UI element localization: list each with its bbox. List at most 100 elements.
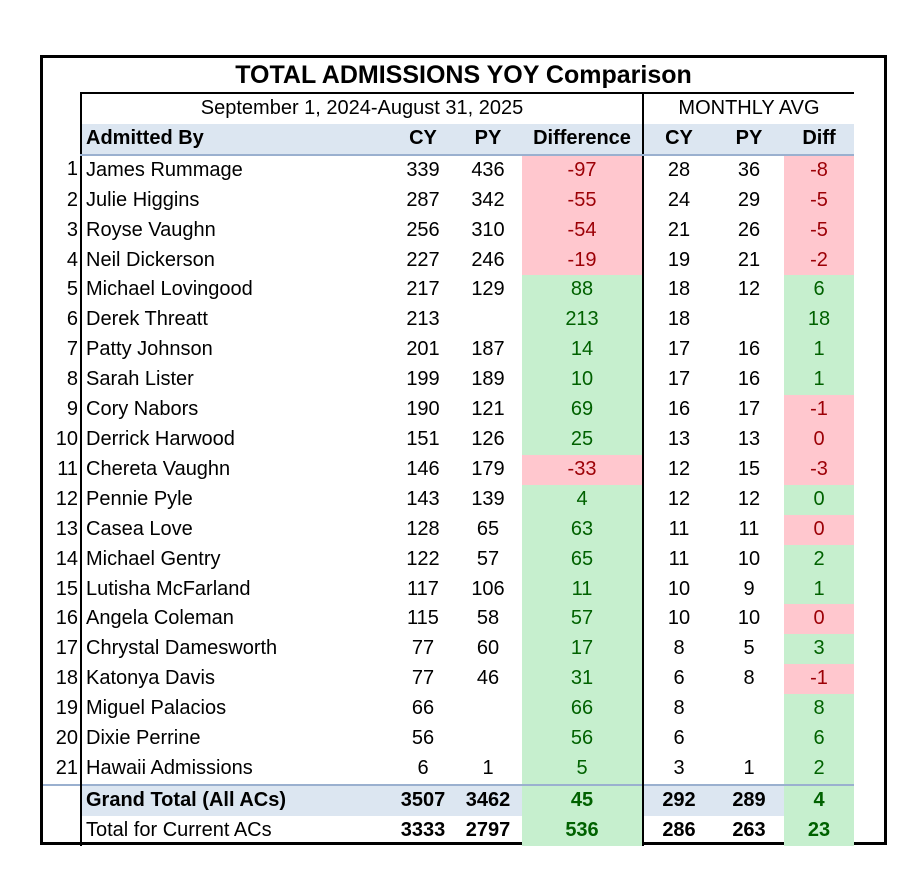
monthly-diff-value: 1 (784, 574, 854, 605)
monthly-py-value: 1 (743, 756, 755, 779)
monthly-diff-value: 0 (784, 484, 854, 515)
report-frame (40, 55, 887, 845)
py-value: 46 (476, 667, 500, 690)
monthly-py-value: 10 (737, 547, 761, 570)
table-row: 2 Julie Higgins 287 342 -55 24 29 -5 (43, 185, 854, 216)
table-row: 21 Hawaii Admissions 6 1 5 3 1 2 (43, 753, 854, 785)
admissions-table: September 1, 2024-August 31, 2025 MONTHL… (43, 92, 854, 846)
difference-value: -97 (522, 154, 643, 186)
monthly-py-value: 13 (737, 427, 761, 450)
header-monthly-py: PY (714, 123, 784, 156)
monthly-py-value (714, 305, 784, 335)
py-value: 58 (476, 607, 500, 630)
table-row: 12 Pennie Pyle 143 139 4 12 12 0 (43, 484, 854, 515)
difference-value: 213 (522, 305, 643, 336)
admitted-by-name: Hawaii Admissions (80, 753, 392, 785)
monthly-cy-value: 6 (642, 724, 714, 754)
monthly-py-value: 8 (743, 667, 755, 690)
monthly-diff-value: 0 (784, 514, 854, 545)
table-row: 3 Royse Vaughn 256 310 -54 21 26 -5 (43, 215, 854, 246)
current-total-cy: 3333 (400, 818, 446, 841)
monthly-cy-value: 6 (642, 664, 714, 695)
cy-value: 213 (406, 308, 440, 331)
py-value: 187 (471, 338, 505, 361)
row-number-empty (43, 816, 81, 846)
row-number: 10 (55, 427, 78, 450)
grand-total-label: Grand Total (All ACs) (80, 784, 392, 816)
monthly-py-value (714, 694, 784, 724)
monthly-py-value: 16 (737, 338, 761, 361)
monthly-py-value: 17 (737, 398, 761, 421)
row-number: 17 (55, 637, 78, 660)
row-number: 7 (66, 338, 78, 361)
monthly-diff-value: 1 (784, 365, 854, 396)
admitted-by-name: Dixie Perrine (80, 724, 392, 754)
monthly-cy-value: 11 (642, 514, 714, 545)
table-row: 13 Casea Love 128 65 63 11 11 0 (43, 514, 854, 545)
row-number: 15 (55, 577, 78, 600)
monthly-cy-value: 10 (642, 604, 714, 635)
monthly-cy-value: 3 (642, 753, 714, 785)
admitted-by-name: Pennie Pyle (80, 484, 392, 515)
row-number: 20 (55, 727, 78, 750)
admitted-by-name: Royse Vaughn (80, 215, 392, 246)
header-row: Admitted By CY PY Difference CY PY Diff (43, 123, 854, 156)
py-value: 139 (471, 487, 505, 510)
row-number: 8 (66, 368, 78, 391)
row-number: 14 (55, 547, 78, 570)
monthly-diff-value: 2 (784, 753, 854, 785)
difference-value: 31 (522, 664, 643, 695)
py-value (454, 694, 522, 724)
py-value: 246 (471, 248, 505, 271)
py-value: 65 (476, 517, 500, 540)
cy-value: 143 (406, 487, 440, 510)
difference-value: 57 (522, 604, 643, 635)
cy-value: 115 (407, 607, 439, 630)
monthly-cy-value: 18 (642, 305, 714, 336)
py-value (454, 724, 522, 754)
header-cy: CY (392, 123, 454, 156)
py-value (454, 305, 522, 335)
admitted-by-name: Miguel Palacios (80, 694, 392, 725)
current-total-monthly-py: 263 (732, 818, 766, 841)
grand-total-monthly-diff: 4 (784, 784, 854, 816)
monthly-diff-value: 2 (784, 544, 854, 575)
cy-value: 217 (406, 278, 440, 301)
monthly-cy-value: 10 (642, 574, 714, 605)
monthly-diff-value: -5 (784, 185, 854, 216)
monthly-avg-label: MONTHLY AVG (642, 92, 854, 124)
cy-value: 201 (406, 338, 440, 361)
cy-value: 227 (406, 248, 440, 271)
difference-value: -33 (522, 454, 643, 485)
table-row: 18 Katonya Davis 77 46 31 6 8 -1 (43, 664, 854, 695)
row-number: 16 (55, 607, 78, 630)
py-value: 342 (471, 188, 505, 211)
current-total-row: Total for Current ACs 3333 2797 536 286 263 23 (43, 815, 854, 846)
cy-value: 128 (406, 517, 440, 540)
py-value: 436 (471, 158, 505, 181)
cy-value: 66 (411, 697, 435, 720)
table-row: 17 Chrystal Damesworth 77 60 17 8 5 3 (43, 634, 854, 665)
monthly-cy-value: 13 (642, 424, 714, 455)
admitted-by-name: Derek Threatt (80, 305, 392, 336)
py-value: 129 (471, 278, 505, 301)
header-difference: Difference (522, 123, 643, 156)
table-row: 19 Miguel Palacios 66 66 8 8 (43, 694, 854, 725)
monthly-py-value: 12 (737, 487, 761, 510)
header-monthly-cy: CY (642, 123, 714, 156)
monthly-diff-value: 8 (784, 694, 854, 725)
current-total-monthly-diff: 23 (784, 815, 854, 846)
grand-total-monthly-py: 289 (714, 784, 784, 816)
table-row: 9 Cory Nabors 190 121 69 16 17 -1 (43, 395, 854, 425)
header-admitted-by: Admitted By (80, 123, 392, 156)
table-row: 14 Michael Gentry 122 57 65 11 10 2 (43, 544, 854, 575)
admitted-by-name: James Rummage (80, 154, 392, 186)
py-value: 126 (471, 427, 505, 450)
row-number: 6 (66, 308, 78, 331)
py-value: 1 (482, 756, 494, 779)
monthly-cy-value: 12 (642, 484, 714, 515)
monthly-cy-value: 19 (642, 245, 714, 276)
difference-value: 14 (522, 335, 643, 366)
monthly-py-value: 11 (738, 517, 760, 540)
monthly-cy-value: 12 (642, 454, 714, 485)
